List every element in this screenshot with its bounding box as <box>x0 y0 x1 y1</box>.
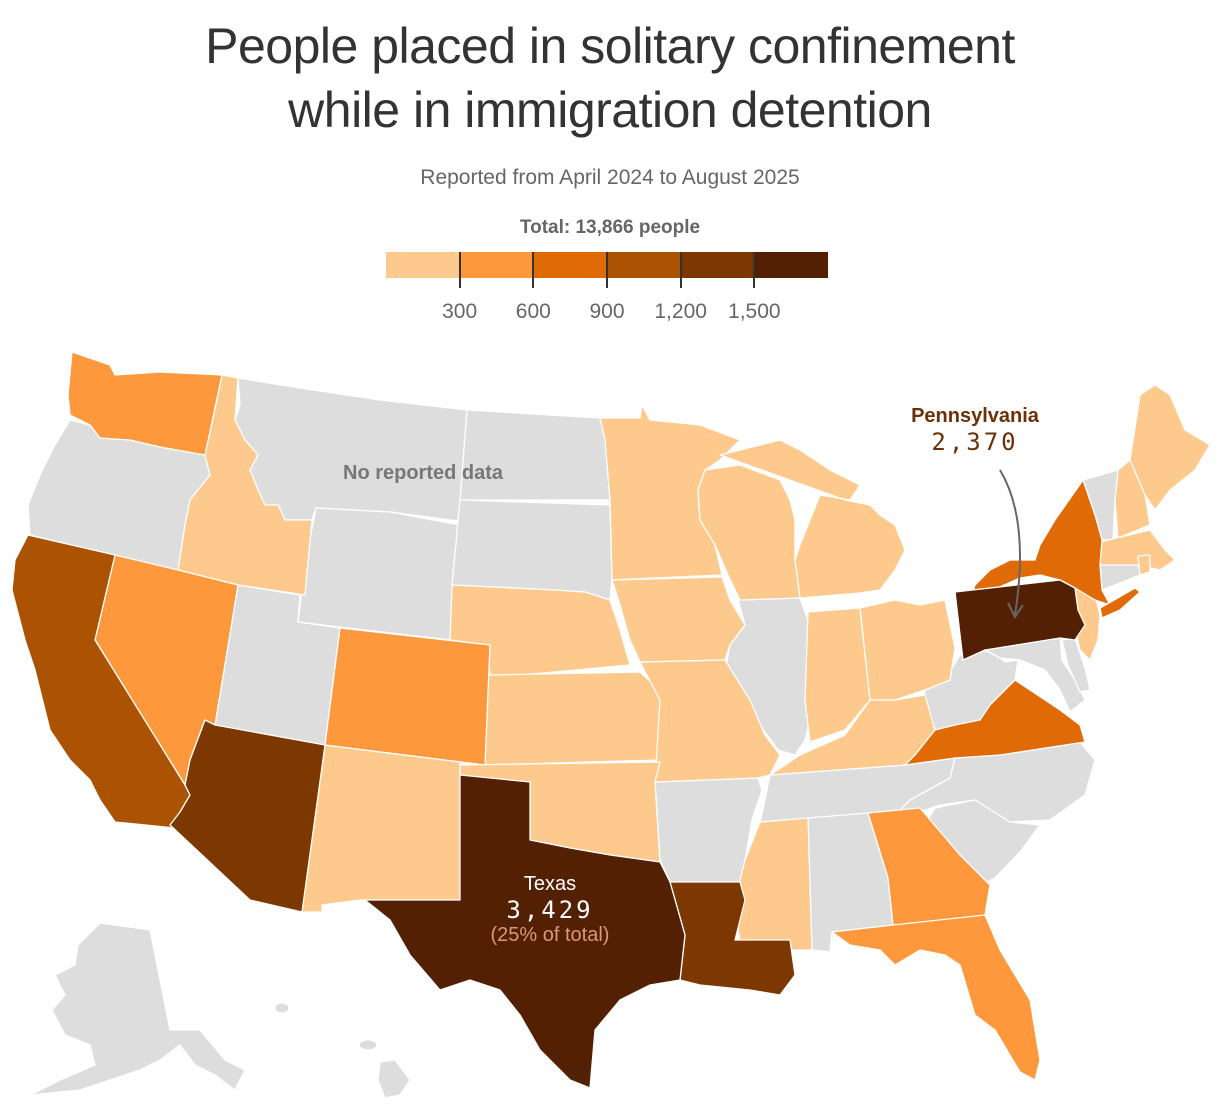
chart-subtitle: Reported from April 2024 to August 2025 <box>420 166 800 189</box>
state-alaska[interactable] <box>29 922 246 1096</box>
pennsylvania-arrow <box>999 469 1021 616</box>
legend-tick <box>532 252 535 288</box>
state-missouri[interactable] <box>639 659 781 783</box>
state-hawaii-maui[interactable] <box>358 1039 378 1051</box>
state-maryland[interactable] <box>984 637 1086 713</box>
state-florida[interactable] <box>831 914 1041 1081</box>
state-michigan[interactable] <box>719 439 906 599</box>
color-legend <box>386 252 829 278</box>
legend-tick <box>606 252 608 288</box>
state-north-dakota[interactable] <box>459 409 611 501</box>
legend-tick-label: 1,200 <box>654 300 707 323</box>
legend-tick-labels: 300 600 900 1,200 1,500 <box>386 300 828 328</box>
state-washington[interactable] <box>67 351 223 456</box>
texas-value: 3,429 <box>506 896 594 924</box>
legend-swatch <box>607 252 681 278</box>
state-arizona[interactable] <box>169 719 326 913</box>
legend-tick <box>458 252 461 288</box>
title-line-2: while in immigration detention <box>288 82 932 138</box>
legend-swatch <box>459 252 534 278</box>
pennsylvania-annotation: Pennsylvania 2,370 <box>895 405 1055 456</box>
state-south-dakota[interactable] <box>451 499 613 601</box>
state-california[interactable] <box>11 534 191 829</box>
state-texas[interactable] <box>364 774 686 1089</box>
state-rhode-island[interactable] <box>1137 554 1151 576</box>
legend-tick <box>753 252 756 288</box>
legend-tick-label: 900 <box>589 300 625 323</box>
state-hawaii-oahu[interactable] <box>274 1002 290 1014</box>
legend-tick <box>679 252 682 288</box>
pennsylvania-arrow-head <box>1007 602 1024 619</box>
legend-swatch <box>754 252 829 278</box>
state-new-york-long-island[interactable] <box>1099 587 1141 619</box>
state-idaho[interactable] <box>177 374 313 596</box>
texas-annotation: Texas 3,429 (25% of total) <box>470 873 630 947</box>
legend-title: Total: 13,866 people <box>519 217 701 238</box>
state-montana[interactable] <box>234 377 468 523</box>
state-new-mexico[interactable] <box>301 744 461 913</box>
legend-tick-label: 300 <box>442 300 478 323</box>
legend-swatch <box>533 252 608 278</box>
no-data-label: No reported data <box>343 462 504 484</box>
state-iowa[interactable] <box>611 576 746 663</box>
legend-ticks <box>386 252 828 292</box>
state-massachusetts[interactable] <box>1099 529 1176 571</box>
state-hawaii-big-island[interactable] <box>377 1059 411 1099</box>
legend-tick-label: 600 <box>515 300 551 323</box>
state-colorado[interactable] <box>324 627 491 766</box>
texas-share: (25% of total) <box>490 924 610 946</box>
state-pennsylvania[interactable] <box>954 579 1086 661</box>
state-new-hampshire[interactable] <box>1114 459 1151 539</box>
state-new-york[interactable] <box>969 479 1111 606</box>
chart-title: People placed in solitary confinement wh… <box>0 14 1220 142</box>
legend-swatch <box>386 252 460 278</box>
texas-name: Texas <box>523 873 577 895</box>
state-wyoming[interactable] <box>297 507 461 641</box>
legend-tick-label: 1,500 <box>728 300 781 323</box>
state-kansas[interactable] <box>484 671 661 766</box>
state-virginia[interactable] <box>904 679 1086 766</box>
pennsylvania-name: Pennsylvania <box>911 405 1039 427</box>
title-line-1: People placed in solitary confinement <box>205 18 1015 74</box>
legend-swatch <box>680 252 755 278</box>
pennsylvania-value: 2,370 <box>931 428 1019 456</box>
